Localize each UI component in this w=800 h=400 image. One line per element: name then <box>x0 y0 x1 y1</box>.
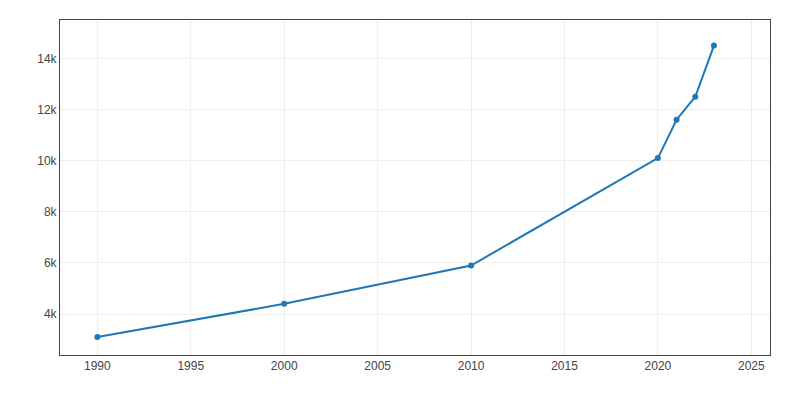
svg-text:2015: 2015 <box>551 359 578 373</box>
svg-text:2020: 2020 <box>645 359 672 373</box>
svg-text:6k: 6k <box>44 256 58 270</box>
svg-text:2005: 2005 <box>364 359 391 373</box>
svg-text:14k: 14k <box>37 52 57 66</box>
svg-text:12k: 12k <box>37 103 57 117</box>
svg-text:10k: 10k <box>37 154 57 168</box>
svg-text:1990: 1990 <box>84 359 111 373</box>
svg-text:2000: 2000 <box>271 359 298 373</box>
svg-text:8k: 8k <box>44 205 58 219</box>
svg-text:1995: 1995 <box>177 359 204 373</box>
svg-text:2025: 2025 <box>738 359 765 373</box>
svg-text:4k: 4k <box>44 307 58 321</box>
svg-text:2010: 2010 <box>458 359 485 373</box>
